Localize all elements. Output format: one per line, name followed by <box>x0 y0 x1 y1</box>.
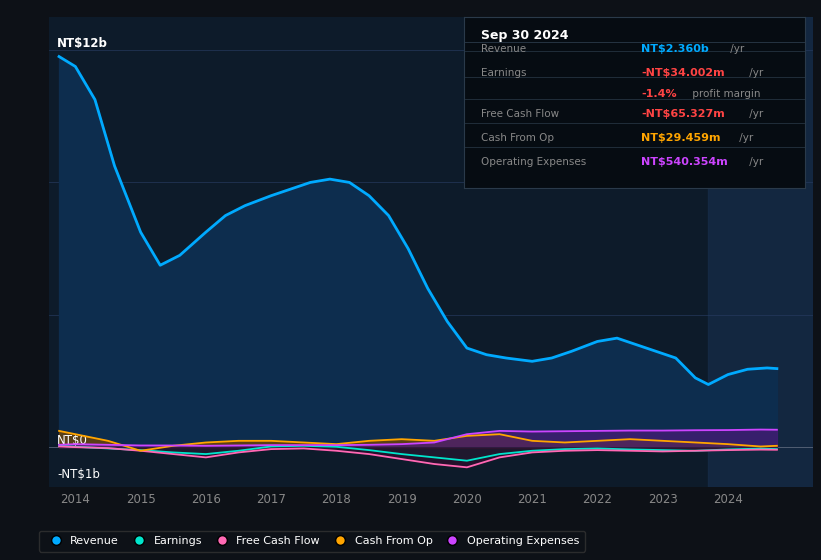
Text: NT$2.360b: NT$2.360b <box>641 44 709 54</box>
Bar <box>709 17 813 487</box>
Text: NT$29.459m: NT$29.459m <box>641 133 721 143</box>
Text: Operating Expenses: Operating Expenses <box>481 157 586 167</box>
Text: -NT$1b: -NT$1b <box>57 468 100 480</box>
Text: Earnings: Earnings <box>481 68 526 78</box>
Text: Sep 30 2024: Sep 30 2024 <box>481 29 568 42</box>
Text: Revenue: Revenue <box>481 44 526 54</box>
Legend: Revenue, Earnings, Free Cash Flow, Cash From Op, Operating Expenses: Revenue, Earnings, Free Cash Flow, Cash … <box>39 530 585 552</box>
Text: NT$540.354m: NT$540.354m <box>641 157 727 167</box>
Text: -1.4%: -1.4% <box>641 88 677 99</box>
Text: -NT$65.327m: -NT$65.327m <box>641 109 725 119</box>
Text: NT$12b: NT$12b <box>57 37 108 50</box>
Text: Cash From Op: Cash From Op <box>481 133 554 143</box>
Text: /yr: /yr <box>746 109 764 119</box>
Text: /yr: /yr <box>746 68 764 78</box>
Text: /yr: /yr <box>746 157 764 167</box>
Text: NT$0: NT$0 <box>57 435 88 447</box>
Text: /yr: /yr <box>727 44 744 54</box>
Text: Free Cash Flow: Free Cash Flow <box>481 109 559 119</box>
Text: -NT$34.002m: -NT$34.002m <box>641 68 725 78</box>
Text: /yr: /yr <box>736 133 754 143</box>
Text: profit margin: profit margin <box>689 88 760 99</box>
